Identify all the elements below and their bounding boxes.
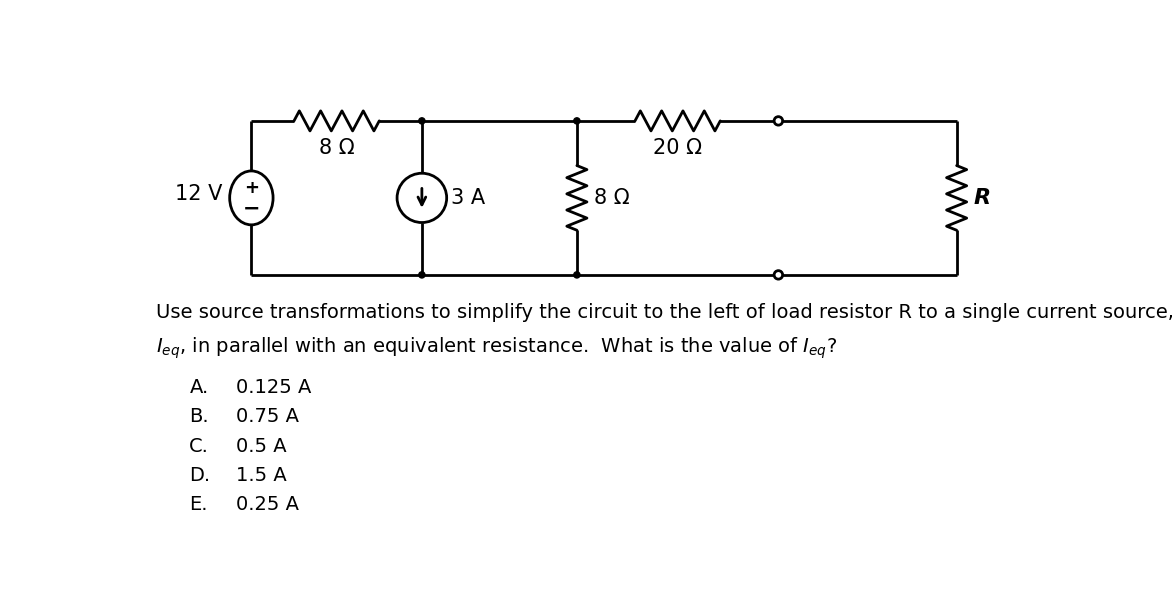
Circle shape	[574, 272, 580, 278]
Text: 0.5 A: 0.5 A	[236, 437, 286, 456]
Circle shape	[574, 118, 580, 124]
Text: 0.75 A: 0.75 A	[236, 407, 299, 426]
Text: −: −	[243, 199, 261, 219]
Text: 12 V: 12 V	[175, 184, 222, 204]
Text: 0.125 A: 0.125 A	[236, 378, 311, 397]
Circle shape	[419, 118, 425, 124]
Circle shape	[419, 272, 425, 278]
Text: E.: E.	[189, 495, 208, 514]
Text: R: R	[973, 188, 991, 208]
Text: Use source transformations to simplify the circuit to the left of load resistor : Use source transformations to simplify t…	[156, 303, 1174, 322]
Circle shape	[774, 270, 783, 279]
Circle shape	[774, 116, 783, 125]
Text: 8 Ω: 8 Ω	[319, 138, 355, 158]
Circle shape	[774, 270, 783, 279]
Text: 1.5 A: 1.5 A	[236, 466, 286, 485]
Text: +: +	[244, 179, 259, 197]
Text: 0.25 A: 0.25 A	[236, 495, 299, 514]
Text: D.: D.	[189, 466, 210, 485]
Text: C.: C.	[189, 437, 209, 456]
Text: $\mathit{I_{eq}}$, in parallel with an equivalent resistance.  What is the value: $\mathit{I_{eq}}$, in parallel with an e…	[156, 336, 837, 361]
Text: A.: A.	[189, 378, 209, 397]
Text: 8 Ω: 8 Ω	[594, 188, 629, 208]
Circle shape	[774, 116, 783, 125]
Text: 20 Ω: 20 Ω	[653, 138, 702, 158]
Text: 3 A: 3 A	[451, 188, 486, 208]
Text: B.: B.	[189, 407, 209, 426]
